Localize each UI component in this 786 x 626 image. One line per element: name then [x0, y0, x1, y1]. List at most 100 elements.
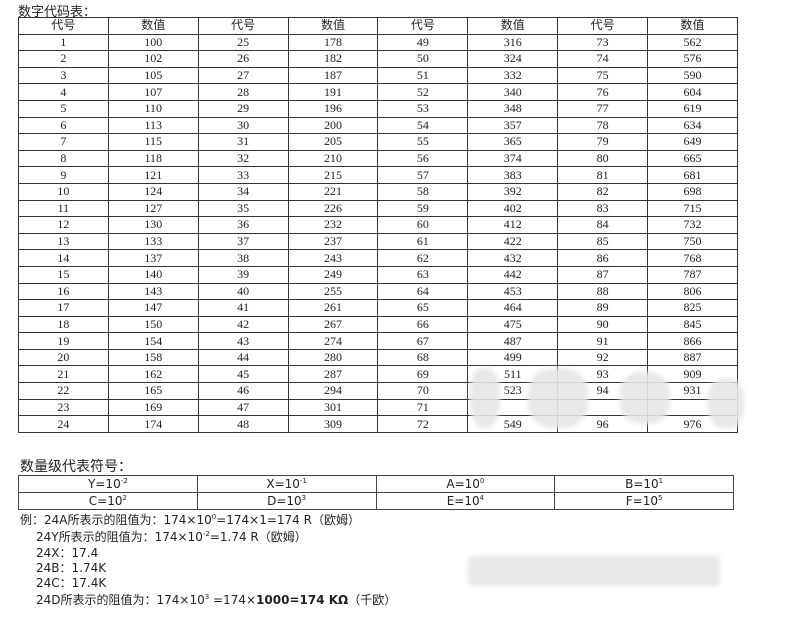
example-24d: 24D所表示的阻值为：174×103 =174×1000=174 KΩ（千欧）	[36, 593, 397, 607]
table-row: 15 140 39 249 63 442 87 787	[18, 265, 738, 284]
value-cell: 174	[107, 415, 199, 433]
value-cell: 196	[287, 99, 379, 118]
value-cell: 374	[467, 149, 559, 168]
column-header: 代号	[197, 17, 289, 35]
value-cell: 845	[647, 315, 738, 334]
code-cell: 32	[197, 149, 289, 168]
value-cell: 487	[467, 332, 559, 350]
table-row: 14 137 38 243 62 432 86 768	[18, 249, 738, 267]
column-header: 代号	[557, 17, 649, 35]
code-cell: 14	[18, 249, 109, 267]
column-header: 数值	[107, 17, 199, 35]
value-cell: 162	[107, 365, 199, 384]
code-cell: 66	[377, 315, 469, 334]
code-cell: 48	[197, 415, 289, 433]
value-cell: 237	[287, 232, 379, 251]
magnitude-title: 数量级代表符号：	[20, 459, 132, 475]
value-cell: 348	[467, 99, 559, 118]
code-cell: 33	[197, 166, 289, 184]
code-cell: 58	[377, 182, 469, 201]
code-cell: 55	[377, 133, 469, 151]
value-cell: 909	[647, 365, 738, 384]
value-cell: 309	[287, 415, 379, 433]
code-cell: 61	[377, 232, 469, 251]
value-cell: 165	[107, 382, 199, 400]
code-cell: 2	[18, 50, 109, 68]
value-cell: 392	[467, 182, 559, 201]
code-cell: 82	[557, 182, 649, 201]
value-cell: 143	[107, 282, 199, 301]
table-row: 13 133 37 237 61 422 85 750	[18, 232, 738, 251]
code-cell: 90	[557, 315, 649, 334]
column-header: 代号	[18, 17, 109, 35]
code-cell: 46	[197, 382, 289, 400]
value-cell: 750	[647, 232, 738, 251]
value-cell: 499	[467, 348, 559, 367]
value-cell: 619	[647, 99, 738, 118]
magnitude-cell: E=104	[375, 492, 556, 510]
code-cell: 9	[18, 166, 109, 184]
value-cell: 205	[287, 133, 379, 151]
value-cell: 100	[107, 33, 199, 52]
table-row: 20 158 44 280 68 499 92 887	[18, 348, 738, 367]
code-cell: 67	[377, 332, 469, 350]
table-row: 10 124 34 221 58 392 82 698	[18, 182, 738, 201]
value-cell: 464	[467, 299, 559, 317]
code-cell: 34	[197, 182, 289, 201]
value-cell: 412	[467, 216, 559, 234]
code-cell: 22	[18, 382, 109, 400]
code-cell: 80	[557, 149, 649, 168]
value-cell: 604	[647, 83, 738, 101]
value-cell: 665	[647, 149, 738, 168]
value-cell: 255	[287, 282, 379, 301]
value-cell: 267	[287, 315, 379, 334]
code-cell: 86	[557, 249, 649, 267]
value-cell: 294	[287, 382, 379, 400]
table-row: 7 115 31 205 55 365 79 649	[18, 133, 738, 151]
code-cell: 42	[197, 315, 289, 334]
value-cell: 422	[467, 232, 559, 251]
value-cell: 232	[287, 216, 379, 234]
code-cell: 85	[557, 232, 649, 251]
code-cell: 44	[197, 348, 289, 367]
example-24x: 24X：17.4	[36, 546, 99, 560]
value-cell: 115	[107, 133, 199, 151]
value-cell: 249	[287, 265, 379, 284]
value-cell: 887	[647, 348, 738, 367]
code-cell: 21	[18, 365, 109, 384]
code-cell: 81	[557, 166, 649, 184]
value-cell: 453	[467, 282, 559, 301]
table-row: 19 154 43 274 67 487 91 866	[18, 332, 738, 350]
code-cell: 49	[377, 33, 469, 52]
code-cell: 12	[18, 216, 109, 234]
code-cell: 60	[377, 216, 469, 234]
code-cell: 59	[377, 199, 469, 218]
value-cell: 169	[107, 398, 199, 417]
value-cell: 432	[467, 249, 559, 267]
code-cell: 36	[197, 216, 289, 234]
value-cell: 110	[107, 99, 199, 118]
example-24c: 24C：17.4K	[36, 576, 107, 590]
page-title: 数字代码表：	[18, 5, 97, 20]
table-row: 1 100 25 178 49 316 73 562	[18, 33, 738, 52]
code-cell: 38	[197, 249, 289, 267]
value-cell: 634	[647, 116, 738, 135]
value-cell: 274	[287, 332, 379, 350]
value-cell: 102	[107, 50, 199, 68]
value-cell: 280	[287, 348, 379, 367]
code-cell: 84	[557, 216, 649, 234]
code-cell: 11	[18, 199, 109, 218]
code-cell: 68	[377, 348, 469, 367]
value-cell: 158	[107, 348, 199, 367]
code-cell: 18	[18, 315, 109, 334]
code-cell: 75	[557, 66, 649, 85]
value-cell: 226	[287, 199, 379, 218]
code-cell: 77	[557, 99, 649, 118]
value-cell: 210	[287, 149, 379, 168]
value-cell: 130	[107, 216, 199, 234]
code-cell: 7	[18, 133, 109, 151]
code-cell: 6	[18, 116, 109, 135]
code-cell: 15	[18, 265, 109, 284]
value-cell: 332	[467, 66, 559, 85]
column-header: 数值	[467, 17, 559, 35]
